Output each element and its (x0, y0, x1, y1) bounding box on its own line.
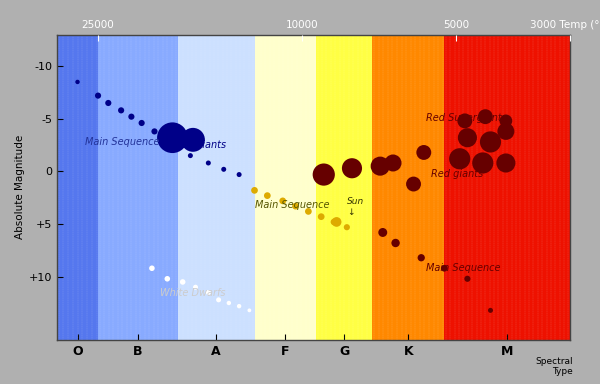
Point (188, 137, 198, 143)
Point (137, 120, 146, 126)
Point (291, 203, 301, 209)
Point (501, 160, 511, 166)
Point (378, 229, 388, 235)
Point (347, 165, 357, 171)
Point (316, 214, 326, 220)
Text: Main Sequence: Main Sequence (85, 137, 160, 147)
Text: Red giants: Red giants (431, 169, 484, 179)
Point (203, 290, 213, 296)
Point (332, 219, 341, 225)
Bar (178, 35, 254, 340)
Point (440, 265, 449, 271)
Point (481, 114, 490, 120)
Bar (445, 35, 570, 340)
Point (304, 209, 313, 215)
Point (178, 279, 187, 285)
Point (501, 128, 511, 134)
Point (478, 160, 488, 166)
Point (214, 297, 223, 303)
Point (319, 172, 329, 178)
Point (219, 166, 229, 172)
Text: Main Sequence: Main Sequence (427, 263, 501, 273)
Point (388, 160, 398, 166)
Point (235, 303, 244, 309)
Point (460, 118, 470, 124)
Y-axis label: Absolute Magnitude: Absolute Magnitude (14, 135, 25, 239)
Point (160, 137, 170, 143)
Point (342, 224, 352, 230)
Point (104, 100, 113, 106)
Point (191, 284, 200, 290)
Text: Spectral
Type: Spectral Type (535, 357, 573, 376)
Point (163, 276, 172, 282)
Point (485, 139, 495, 145)
Point (419, 149, 428, 156)
Point (73, 79, 82, 85)
Bar (57, 35, 98, 340)
Point (116, 107, 126, 113)
Point (173, 145, 182, 151)
Point (185, 152, 195, 159)
Text: Blue Giants: Blue Giants (170, 140, 226, 150)
Point (149, 128, 159, 134)
Point (224, 300, 233, 306)
Bar (316, 35, 373, 340)
Point (278, 198, 287, 204)
Point (409, 181, 418, 187)
Point (235, 172, 244, 178)
Point (167, 135, 177, 141)
Text: Main Sequence: Main Sequence (254, 200, 329, 210)
Point (245, 307, 254, 313)
Bar (98, 35, 178, 340)
Point (203, 160, 213, 166)
Bar (373, 35, 445, 340)
Point (250, 187, 259, 194)
Point (263, 192, 272, 199)
Text: Sun
↓: Sun ↓ (347, 197, 364, 217)
Point (93, 93, 103, 99)
Point (463, 276, 472, 282)
Point (485, 307, 495, 313)
Point (376, 163, 385, 169)
Text: Red Supergiants: Red Supergiants (427, 113, 507, 123)
Point (416, 255, 426, 261)
Point (127, 114, 136, 120)
Point (391, 240, 400, 246)
Bar (254, 35, 316, 340)
Text: White Dwarfs: White Dwarfs (160, 288, 225, 298)
Point (455, 156, 464, 162)
Point (147, 265, 157, 271)
Point (501, 118, 511, 124)
Point (329, 219, 339, 225)
Point (463, 135, 472, 141)
